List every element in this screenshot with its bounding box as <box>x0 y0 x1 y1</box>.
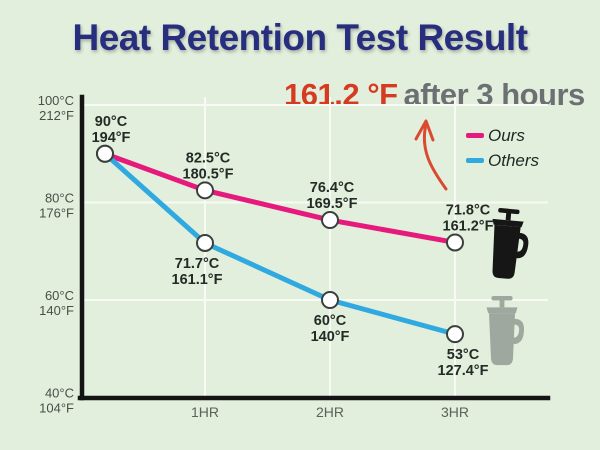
page-title: Heat Retention Test Result <box>72 17 528 58</box>
legend-label-ours: Ours <box>488 125 525 145</box>
others-line-swatch-icon <box>466 158 484 163</box>
svg-text:1HR: 1HR <box>191 404 219 420</box>
legend-label-others: Others <box>488 150 540 170</box>
others-french-press-icon <box>486 296 525 366</box>
legend-item-ours: Ours <box>466 123 539 148</box>
svg-text:2HR: 2HR <box>316 404 344 420</box>
ours-carafe-icon <box>492 208 529 279</box>
legend-item-others: Others <box>466 148 539 173</box>
ours-line-swatch-icon <box>466 133 484 138</box>
chart-legend: Ours Others <box>466 123 539 173</box>
svg-text:3HR: 3HR <box>441 404 469 420</box>
result-value: 161.2 °F <box>284 77 398 112</box>
result-callout: 161.2 °F after 3 hours <box>284 77 585 113</box>
result-caption: after 3 hours <box>403 77 586 112</box>
